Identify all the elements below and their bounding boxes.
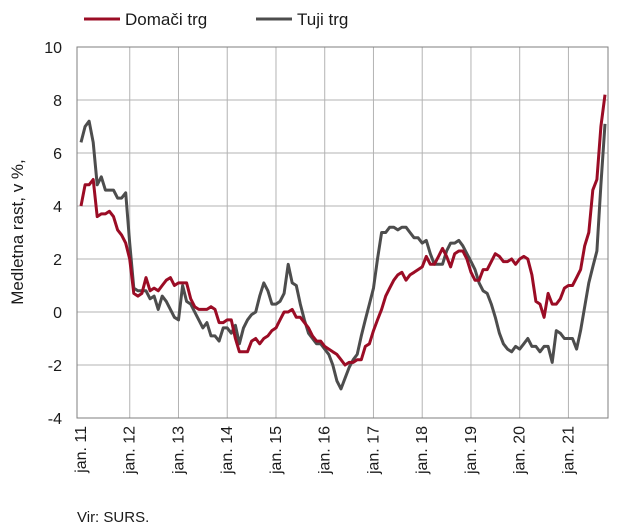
x-tick-label: jan. 14 xyxy=(219,426,236,475)
y-tick-label: 2 xyxy=(53,252,62,269)
x-tick-label: jan. 13 xyxy=(170,426,187,475)
x-tick-label: jan. 17 xyxy=(365,426,382,475)
y-axis-ticks: -4 -2 0 2 4 6 8 10 xyxy=(44,40,62,428)
x-tick-label: jan. 15 xyxy=(268,426,285,475)
legend-label-domaci-trg: Domači trg xyxy=(125,10,207,29)
x-axis-ticks: jan. 11 jan. 12 jan. 13 jan. 14 jan. 15 jan. … xyxy=(73,426,577,475)
x-tick-label: jan. 11 xyxy=(73,426,90,474)
y-axis-title: Medletna rast, v %, xyxy=(8,159,27,305)
series-lines xyxy=(79,94,607,391)
x-tick-label: jan. 12 xyxy=(122,426,139,475)
plot-border xyxy=(76,46,609,419)
x-tick-label: jan. 18 xyxy=(414,426,431,475)
x-tick-label: jan. 21 xyxy=(560,426,577,475)
y-tick-label: -2 xyxy=(48,358,62,375)
x-tick-label: jan. 16 xyxy=(317,426,334,475)
y-tick-label: 6 xyxy=(53,146,62,163)
y-tick-label: 10 xyxy=(44,40,62,57)
gridlines xyxy=(77,47,608,418)
plot-frame xyxy=(76,46,609,419)
source-note: Vir: SURS. xyxy=(77,509,149,526)
y-tick-label: -4 xyxy=(48,411,62,428)
series-line-domaci-trg xyxy=(79,94,607,367)
x-tick-label: jan. 20 xyxy=(512,426,529,475)
legend: Domači trg Tuji trg xyxy=(84,10,348,29)
y-tick-label: 4 xyxy=(53,199,62,216)
legend-label-tuji-trg: Tuji trg xyxy=(297,10,348,29)
series-line-tuji-trg xyxy=(79,119,607,391)
y-tick-label: 8 xyxy=(53,93,62,110)
y-tick-label: 0 xyxy=(53,305,62,322)
x-tick-label: jan. 19 xyxy=(463,426,480,475)
